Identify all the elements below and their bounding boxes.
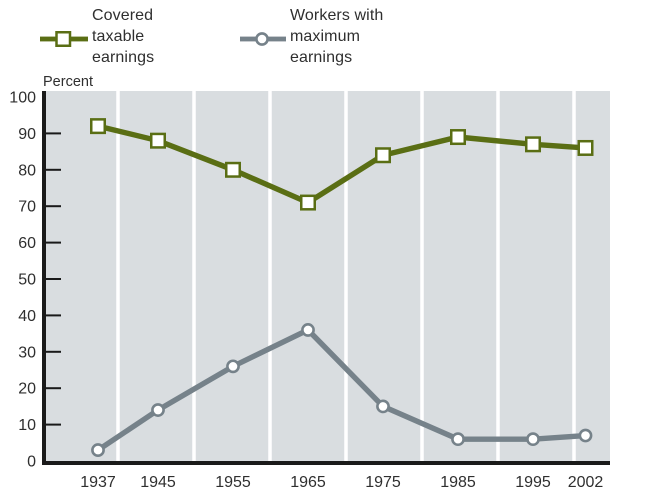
y-axis-tick-label: 80 [18, 162, 36, 179]
legend-label-workers-with-maximum-earnings: Workers with maximum earnings [290, 7, 384, 66]
x-axis-tick-label: 1937 [80, 474, 116, 491]
circle-data-point [301, 323, 315, 337]
square-data-point [525, 136, 541, 153]
x-axis-line [42, 461, 610, 465]
circle-data-point [526, 432, 540, 447]
y-axis-tick-label: 40 [18, 308, 36, 325]
y-axis-tick-label: 50 [18, 272, 36, 289]
y-axis-tick-label: 100 [9, 90, 36, 107]
square-data-point [375, 147, 391, 164]
y-axis-tick-label: 70 [18, 199, 36, 216]
y-axis-tick-label: 30 [18, 344, 36, 361]
circle-data-point [91, 443, 105, 457]
square-data-point [577, 139, 594, 156]
y-axis-tick-label: 10 [18, 417, 36, 434]
square-data-point [150, 132, 166, 149]
plot-background [46, 91, 610, 461]
y-axis-tick-label: 20 [18, 381, 36, 398]
square-data-point [300, 194, 316, 211]
circle-marker-icon [240, 32, 286, 46]
x-axis-tick-label: 1985 [440, 474, 476, 491]
circle-data-point [376, 399, 390, 414]
series-line-1 [96, 326, 586, 453]
x-axis-tick-label: 2002 [568, 474, 604, 491]
legend-label-covered-taxable-earnings: Covered taxable earnings [92, 7, 155, 66]
circle-data-point [451, 432, 465, 447]
y-axis-tick-label: 90 [18, 126, 36, 143]
series-line-0 [97, 123, 586, 206]
y-axis-tick-label: 60 [18, 235, 36, 252]
square-marker-icon [40, 31, 88, 47]
circle-data-point [578, 428, 593, 443]
x-axis-tick-label: 1995 [515, 474, 551, 491]
square-data-point [450, 129, 466, 146]
circle-data-point [226, 359, 240, 374]
y-axis-line [42, 91, 46, 465]
x-axis-tick-label: 1975 [365, 474, 401, 491]
square-data-point [225, 161, 241, 178]
legend-item-workers-with-maximum-earnings: Workers with maximum earnings [240, 0, 460, 80]
square-data-point [90, 118, 106, 135]
legend-item-covered-taxable-earnings: Covered taxable earnings [40, 0, 220, 80]
y-axis-tick-label: 0 [27, 454, 36, 471]
x-axis-tick-label: 1955 [215, 474, 251, 491]
circle-data-point [151, 403, 165, 417]
y-axis-title: Percent [43, 74, 93, 90]
x-axis-tick-label: 1965 [290, 474, 326, 491]
x-axis-tick-label: 1945 [140, 474, 176, 491]
